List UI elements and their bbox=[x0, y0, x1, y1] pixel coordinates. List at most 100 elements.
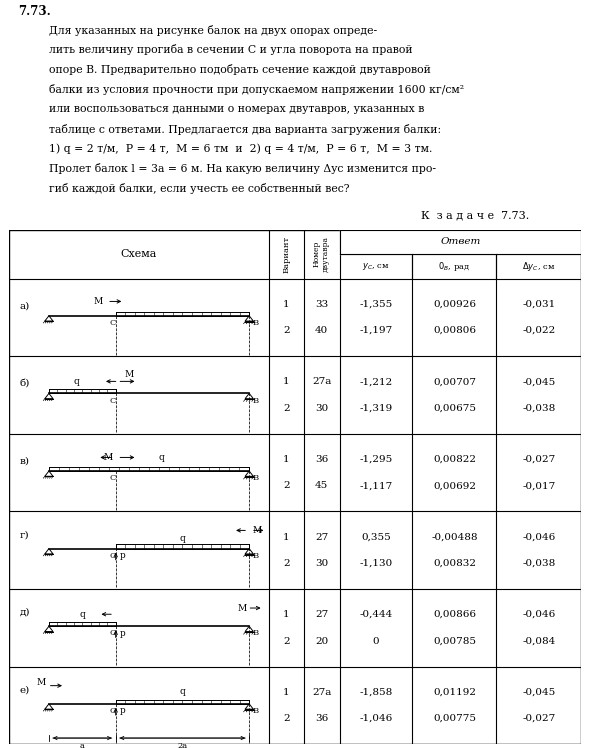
Text: -0,027: -0,027 bbox=[522, 714, 555, 723]
Text: q: q bbox=[74, 377, 80, 386]
Text: q: q bbox=[179, 687, 185, 696]
Text: B: B bbox=[252, 474, 258, 482]
Text: 0,01192: 0,01192 bbox=[433, 687, 476, 696]
Text: p: p bbox=[120, 706, 126, 715]
Text: 2: 2 bbox=[283, 326, 290, 335]
Text: 0,00866: 0,00866 bbox=[433, 610, 476, 619]
Text: 0,00926: 0,00926 bbox=[433, 300, 476, 309]
Text: Ответ: Ответ bbox=[440, 237, 481, 246]
Text: 0,00806: 0,00806 bbox=[433, 326, 476, 335]
Text: B: B bbox=[252, 629, 258, 637]
Text: 0,00832: 0,00832 bbox=[433, 559, 476, 568]
Bar bbox=[116, 699, 249, 704]
Text: 0,00785: 0,00785 bbox=[433, 637, 476, 646]
Text: 1: 1 bbox=[283, 377, 290, 386]
Text: Вариант: Вариант bbox=[283, 236, 290, 273]
Text: -1,212: -1,212 bbox=[359, 377, 392, 386]
Text: 27а: 27а bbox=[312, 687, 332, 696]
Text: опоре B. Предварительно подобрать сечение каждой двутавровой: опоре B. Предварительно подобрать сечени… bbox=[48, 64, 430, 76]
Text: гиб каждой балки, если учесть ее собственный вес?: гиб каждой балки, если учесть ее собстве… bbox=[48, 183, 349, 194]
Text: M: M bbox=[124, 370, 133, 379]
Text: 40: 40 bbox=[315, 326, 328, 335]
Text: 0,00707: 0,00707 bbox=[433, 377, 476, 386]
Text: B: B bbox=[252, 319, 258, 327]
Text: $0_B$, рад: $0_B$, рад bbox=[438, 260, 470, 273]
Text: 1: 1 bbox=[283, 455, 290, 464]
Text: 1: 1 bbox=[283, 300, 290, 309]
Text: -0,038: -0,038 bbox=[522, 559, 555, 568]
Text: M: M bbox=[94, 297, 103, 306]
Text: -1,197: -1,197 bbox=[359, 326, 392, 335]
Text: M: M bbox=[104, 453, 113, 462]
Text: 30: 30 bbox=[315, 404, 328, 413]
Text: 0,00775: 0,00775 bbox=[433, 714, 476, 723]
Text: Для указанных на рисунке балок на двух опорах опреде-: Для указанных на рисунке балок на двух о… bbox=[48, 25, 376, 36]
Text: -0,017: -0,017 bbox=[522, 481, 555, 490]
Text: -0,084: -0,084 bbox=[522, 637, 555, 646]
Text: M: M bbox=[252, 526, 261, 535]
Text: -0,045: -0,045 bbox=[522, 687, 555, 696]
Text: 2: 2 bbox=[283, 714, 290, 723]
Text: е): е) bbox=[19, 685, 30, 694]
Text: -1,046: -1,046 bbox=[359, 714, 392, 723]
Text: -0,046: -0,046 bbox=[522, 610, 555, 619]
Bar bbox=[49, 622, 116, 626]
Text: 2a: 2a bbox=[178, 742, 188, 748]
Text: 27: 27 bbox=[315, 610, 328, 619]
Text: лить величину прогиба в сечении C и угла поворота на правой: лить величину прогиба в сечении C и угла… bbox=[48, 44, 412, 55]
Text: q: q bbox=[179, 533, 185, 542]
Text: К  з а д а ч е  7.73.: К з а д а ч е 7.73. bbox=[421, 211, 529, 221]
Text: 7.73.: 7.73. bbox=[18, 4, 51, 18]
Text: 1: 1 bbox=[283, 687, 290, 696]
Text: -1,319: -1,319 bbox=[359, 404, 392, 413]
Bar bbox=[49, 467, 249, 471]
Text: 27а: 27а bbox=[312, 377, 332, 386]
Text: 1: 1 bbox=[283, 533, 290, 542]
Text: балки из условия прочности при допускаемом напряжении 1600 кг/см²: балки из условия прочности при допускаем… bbox=[48, 84, 464, 95]
Text: Пролет балок l = 3a = 6 м. На какую величину Δyc изменится про-: Пролет балок l = 3a = 6 м. На какую вели… bbox=[48, 163, 435, 174]
Text: $y_C$, см: $y_C$, см bbox=[362, 261, 390, 272]
Text: -1,295: -1,295 bbox=[359, 455, 392, 464]
Text: или воспользоваться данными о номерах двутавров, указанных в: или воспользоваться данными о номерах дв… bbox=[48, 104, 424, 114]
Text: б): б) bbox=[19, 378, 30, 387]
Text: q: q bbox=[159, 453, 165, 462]
Text: -1,130: -1,130 bbox=[359, 559, 392, 568]
Text: Номер
двутавра: Номер двутавра bbox=[313, 236, 330, 272]
Text: -0,444: -0,444 bbox=[359, 610, 392, 619]
Text: д): д) bbox=[19, 608, 30, 617]
Text: C: C bbox=[110, 396, 116, 405]
Text: -0,038: -0,038 bbox=[522, 404, 555, 413]
Text: p: p bbox=[120, 551, 126, 560]
Text: 2: 2 bbox=[283, 481, 290, 490]
Text: Схема: Схема bbox=[121, 249, 158, 259]
Text: -1,355: -1,355 bbox=[359, 300, 392, 309]
Text: q: q bbox=[80, 610, 85, 619]
Text: -0,031: -0,031 bbox=[522, 300, 555, 309]
Text: в): в) bbox=[19, 456, 29, 465]
Text: C: C bbox=[110, 474, 116, 482]
Text: таблице с ответами. Предлагается два варианта загружения балки:: таблице с ответами. Предлагается два вар… bbox=[48, 123, 441, 135]
Text: a: a bbox=[80, 742, 85, 748]
Text: -1,117: -1,117 bbox=[359, 481, 392, 490]
Text: B: B bbox=[252, 707, 258, 715]
Text: B: B bbox=[252, 396, 258, 405]
Bar bbox=[116, 311, 249, 316]
Text: C: C bbox=[110, 552, 116, 560]
Text: 1) q = 2 т/м,  P = 4 т,  M = 6 тм  и  2) q = 4 т/м,  P = 6 т,  M = 3 тм.: 1) q = 2 т/м, P = 4 т, M = 6 тм и 2) q =… bbox=[48, 144, 432, 154]
Text: C: C bbox=[110, 629, 116, 637]
Text: 2: 2 bbox=[283, 404, 290, 413]
Text: 30: 30 bbox=[315, 559, 328, 568]
Text: 0,00675: 0,00675 bbox=[433, 404, 476, 413]
Text: 33: 33 bbox=[315, 300, 328, 309]
Text: 0,00692: 0,00692 bbox=[433, 481, 476, 490]
Text: 27: 27 bbox=[315, 533, 328, 542]
Text: -0,00488: -0,00488 bbox=[431, 533, 478, 542]
Text: B: B bbox=[252, 552, 258, 560]
Text: 2: 2 bbox=[283, 559, 290, 568]
Text: C: C bbox=[110, 319, 116, 327]
Bar bbox=[116, 545, 249, 548]
Text: 0: 0 bbox=[373, 637, 379, 646]
Text: -0,046: -0,046 bbox=[522, 533, 555, 542]
Text: а): а) bbox=[19, 301, 30, 310]
Bar bbox=[49, 389, 116, 393]
